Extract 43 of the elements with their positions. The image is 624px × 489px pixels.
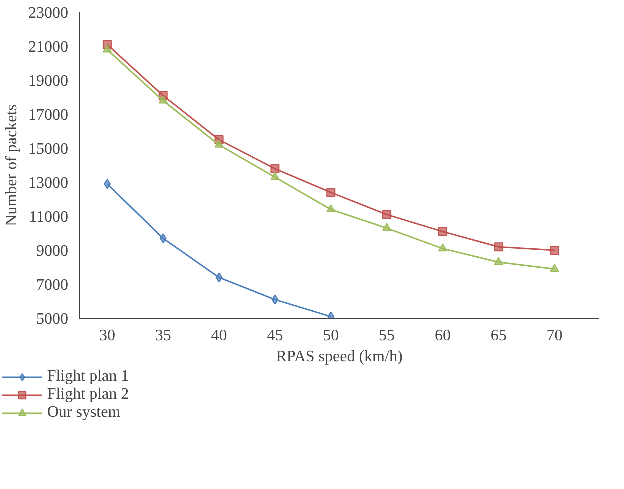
point — [438, 227, 448, 236]
y-tick-label: 5000 — [36, 311, 68, 328]
legend-label: Flight plan 2 — [47, 386, 130, 404]
point — [214, 140, 224, 148]
point — [102, 44, 112, 53]
y-tick-label: 19000 — [28, 73, 68, 90]
x-tick-label: 70 — [546, 328, 563, 344]
y-tick-label: 17000 — [28, 107, 68, 124]
point — [326, 204, 336, 213]
point — [272, 294, 279, 305]
x-tick-label: 65 — [490, 328, 507, 344]
y-tick-label: 11000 — [29, 209, 68, 226]
point — [382, 223, 392, 232]
y-tick-label: 7000 — [36, 277, 68, 294]
x-tick-label: 45 — [267, 328, 284, 344]
y-tick-label: 23000 — [28, 5, 68, 22]
y-tick-label: 15000 — [28, 141, 68, 158]
point — [438, 244, 448, 252]
point — [550, 264, 560, 272]
legend-label: Our system — [47, 404, 121, 422]
point — [550, 246, 560, 255]
point — [494, 242, 504, 252]
point — [160, 234, 167, 244]
point — [216, 272, 223, 283]
point — [382, 210, 392, 220]
x-tick-label: 35 — [155, 328, 172, 344]
x-tick-label: 50 — [323, 328, 340, 344]
point — [158, 96, 168, 104]
x-tick-label: 40 — [211, 328, 228, 344]
point — [494, 257, 504, 266]
y-tick-label: 9000 — [36, 243, 68, 260]
point — [270, 164, 280, 174]
x-tick-label: 55 — [379, 328, 396, 344]
x-tick-label: 60 — [434, 328, 451, 344]
x-tick-label: 30 — [99, 328, 116, 344]
y-tick-label: 21000 — [28, 39, 68, 56]
point — [104, 179, 111, 190]
point — [270, 172, 280, 180]
x-axis-title: RPAS speed (km/h) — [276, 348, 403, 366]
y-axis-title: Number of packets — [4, 104, 20, 226]
point — [326, 188, 336, 198]
legend-label: Flight plan 1 — [47, 368, 130, 386]
y-tick-label: 13000 — [28, 175, 68, 192]
